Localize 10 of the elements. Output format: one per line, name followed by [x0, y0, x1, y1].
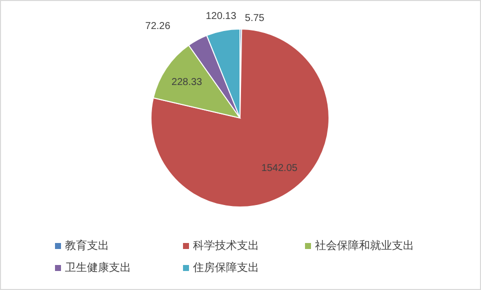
- data-label: 5.75: [244, 12, 265, 24]
- legend-label: 科学技术支出: [193, 238, 259, 252]
- legend-label: 卫生健康支出: [65, 260, 131, 274]
- legend-label: 住房保障支出: [193, 260, 259, 274]
- data-label: 1542.05: [261, 163, 298, 174]
- legend-label: 教育支出: [65, 238, 109, 252]
- data-label: 72.26: [145, 21, 171, 32]
- data-label: 120.13: [206, 10, 237, 22]
- legend-label: 社会保障和就业支出: [315, 238, 414, 252]
- data-label: 228.33: [172, 76, 203, 88]
